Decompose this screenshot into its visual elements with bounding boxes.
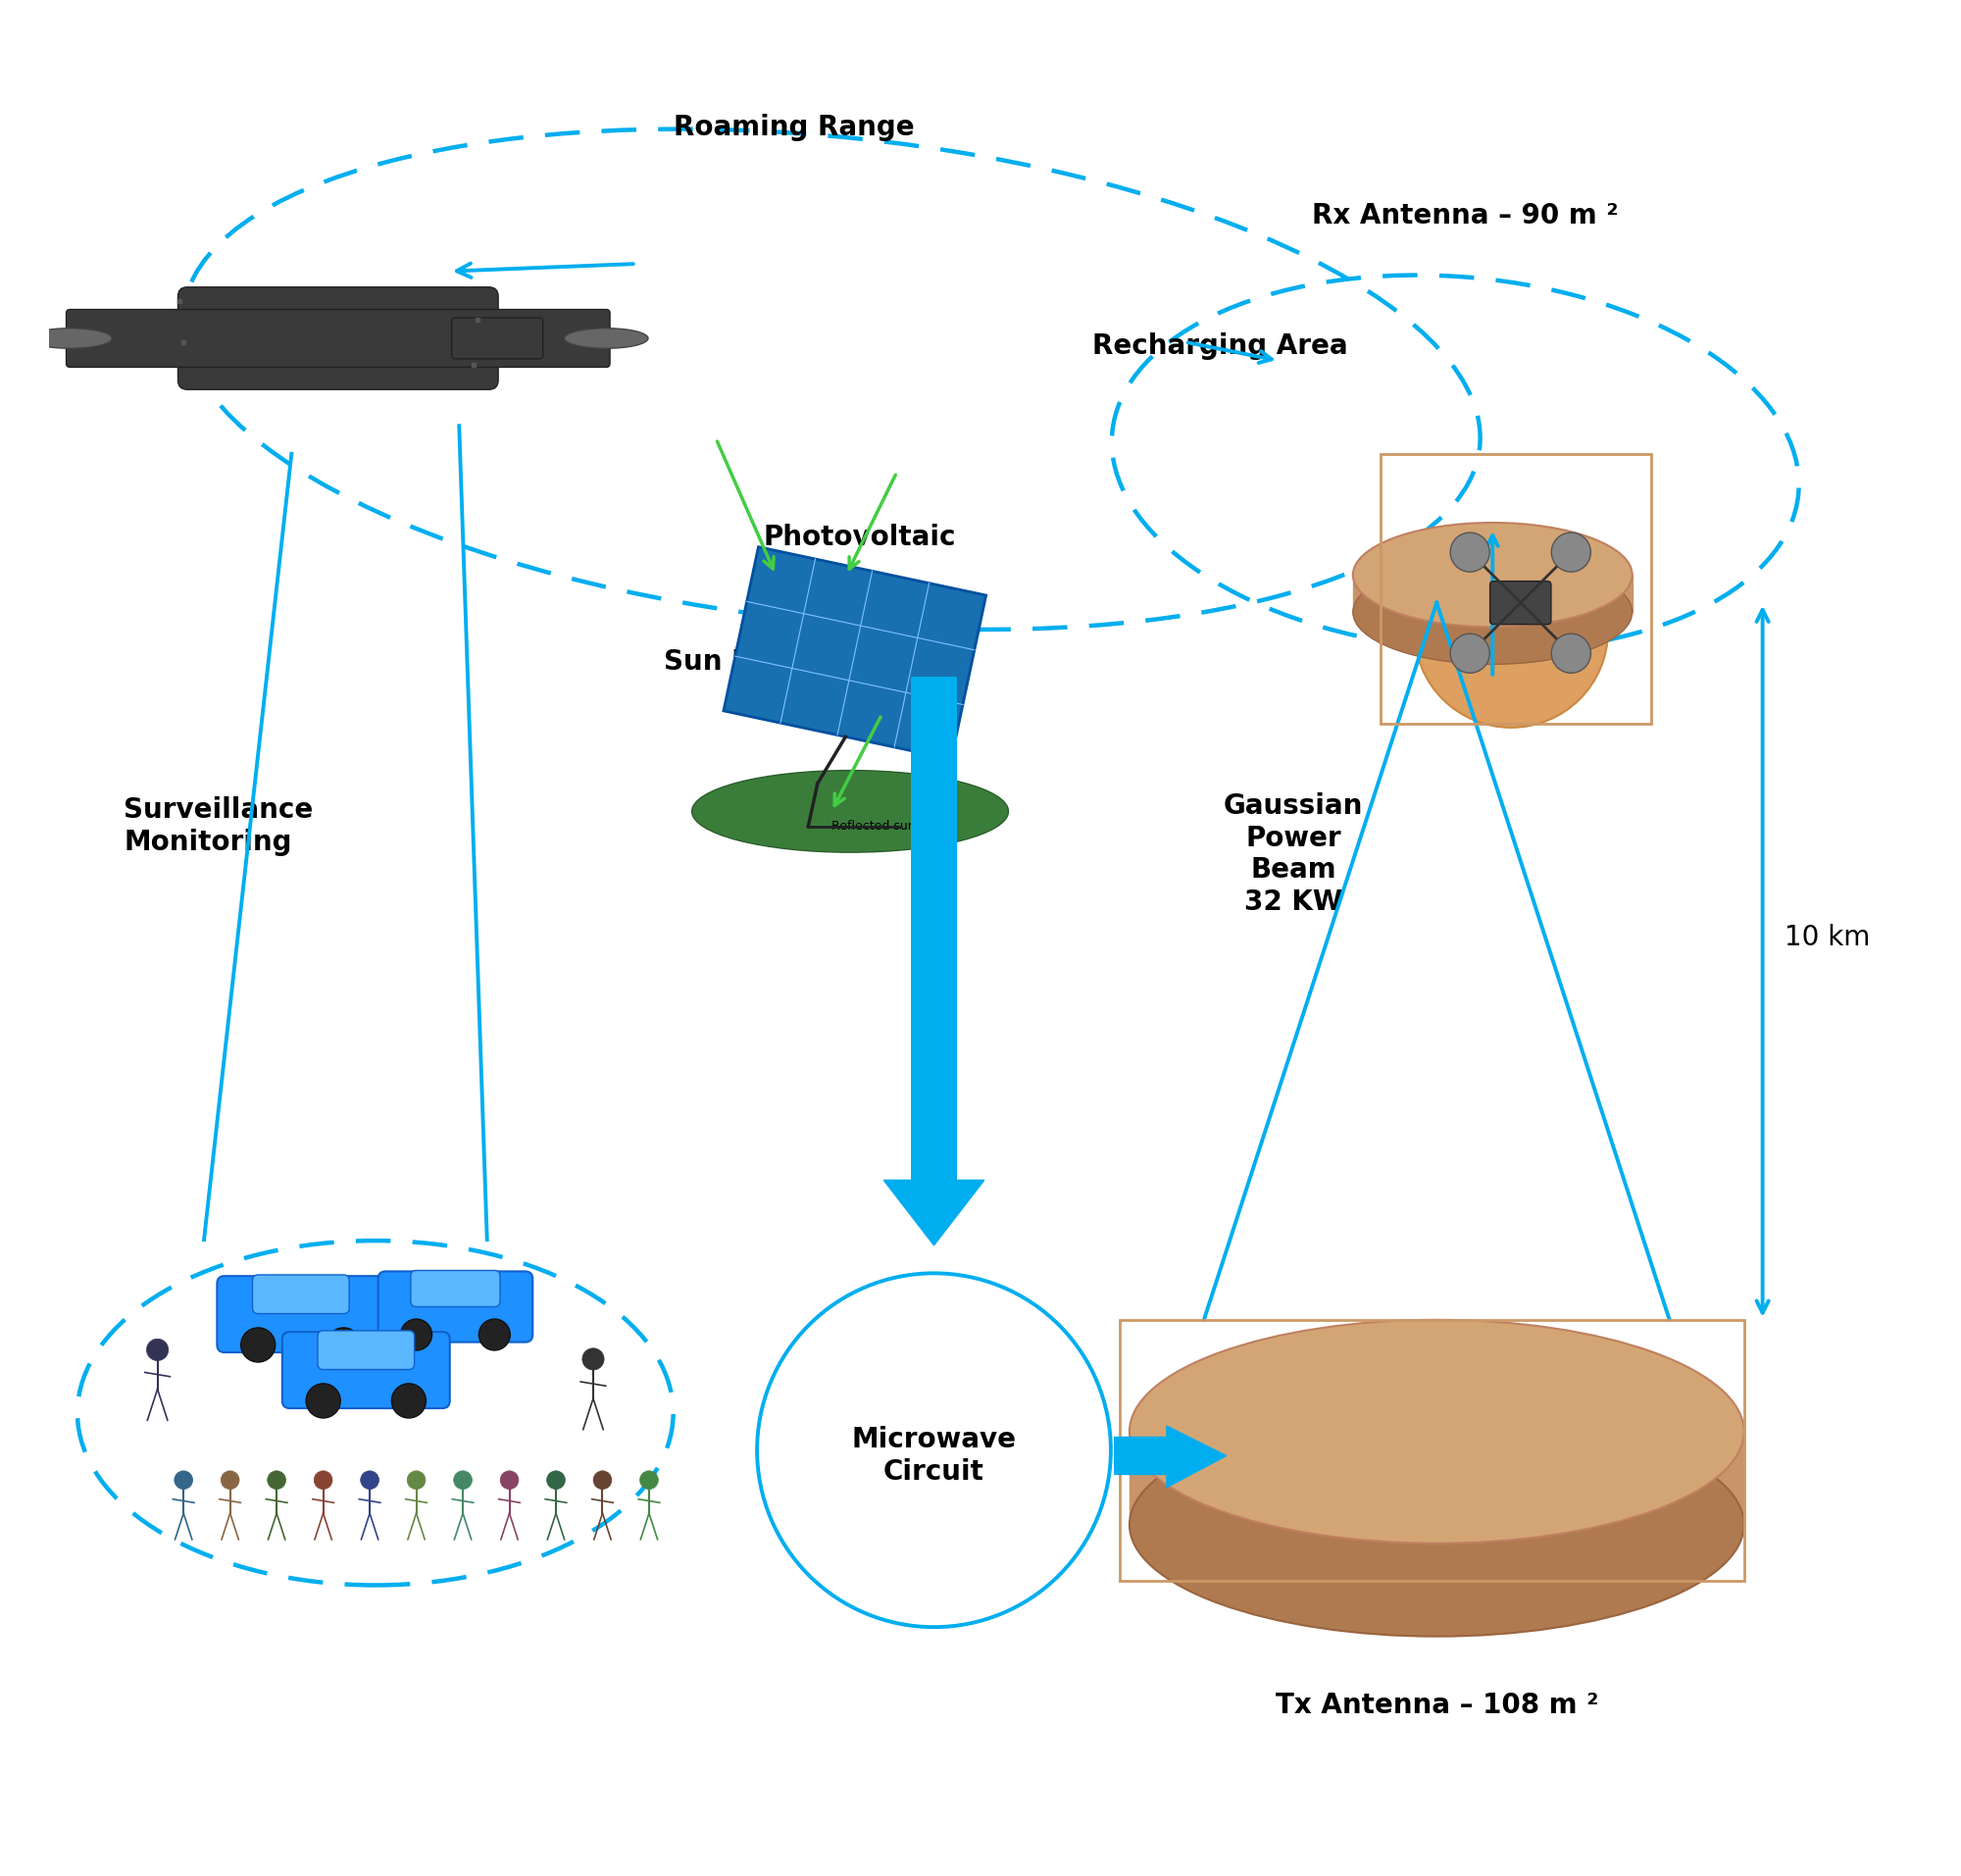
Text: Tx Antenna – 108 m ²: Tx Antenna – 108 m ² [1275, 1692, 1598, 1718]
Circle shape [400, 1319, 431, 1351]
Circle shape [1551, 533, 1590, 572]
Text: Roaming Range: Roaming Range [675, 114, 914, 141]
Text: Reflected sunlight: Reflected sunlight [831, 820, 943, 833]
Text: Surveillance
Monitoring: Surveillance Monitoring [124, 797, 314, 855]
Circle shape [326, 1328, 361, 1362]
Ellipse shape [27, 328, 112, 349]
Circle shape [314, 1471, 331, 1490]
Circle shape [594, 1471, 612, 1490]
Circle shape [361, 1471, 378, 1490]
Circle shape [175, 1471, 192, 1490]
FancyBboxPatch shape [318, 1330, 414, 1369]
FancyBboxPatch shape [253, 1276, 349, 1313]
Circle shape [1451, 533, 1490, 572]
Text: Sun Light: Sun Light [665, 649, 810, 675]
FancyBboxPatch shape [218, 1276, 384, 1353]
Polygon shape [1353, 574, 1632, 612]
Circle shape [453, 1471, 473, 1490]
Text: Rx Antenna – 90 m ²: Rx Antenna – 90 m ² [1312, 201, 1618, 229]
Circle shape [306, 1384, 341, 1418]
Polygon shape [1130, 1431, 1743, 1525]
Ellipse shape [692, 771, 1008, 852]
Polygon shape [884, 677, 984, 1246]
Circle shape [547, 1471, 565, 1490]
Text: 10 km: 10 km [1785, 925, 1871, 951]
Circle shape [478, 1319, 510, 1351]
FancyBboxPatch shape [1490, 582, 1551, 625]
FancyBboxPatch shape [724, 548, 986, 760]
Circle shape [392, 1384, 426, 1418]
Ellipse shape [1353, 523, 1632, 627]
Ellipse shape [565, 328, 649, 349]
Circle shape [147, 1339, 169, 1360]
Circle shape [267, 1471, 286, 1490]
FancyBboxPatch shape [410, 1270, 500, 1308]
Circle shape [1414, 535, 1608, 728]
Circle shape [582, 1349, 604, 1369]
Circle shape [1451, 634, 1490, 673]
FancyBboxPatch shape [282, 1332, 449, 1409]
Circle shape [639, 1471, 659, 1490]
Ellipse shape [1353, 559, 1632, 664]
FancyBboxPatch shape [67, 310, 610, 368]
Text: Recharging Area: Recharging Area [1092, 332, 1347, 360]
FancyBboxPatch shape [178, 287, 498, 390]
Text: Microwave
Circuit: Microwave Circuit [851, 1426, 1016, 1486]
Ellipse shape [1130, 1413, 1743, 1636]
Text: Photovoltaic: Photovoltaic [763, 523, 955, 552]
Circle shape [500, 1471, 518, 1490]
Polygon shape [1114, 1426, 1226, 1488]
Text: Gaussian
Power
Beam
32 KW: Gaussian Power Beam 32 KW [1224, 794, 1363, 915]
Circle shape [222, 1471, 239, 1490]
FancyBboxPatch shape [378, 1272, 533, 1341]
Ellipse shape [1130, 1321, 1743, 1544]
FancyBboxPatch shape [451, 317, 543, 358]
Circle shape [241, 1328, 275, 1362]
Circle shape [408, 1471, 426, 1490]
Circle shape [1551, 634, 1590, 673]
